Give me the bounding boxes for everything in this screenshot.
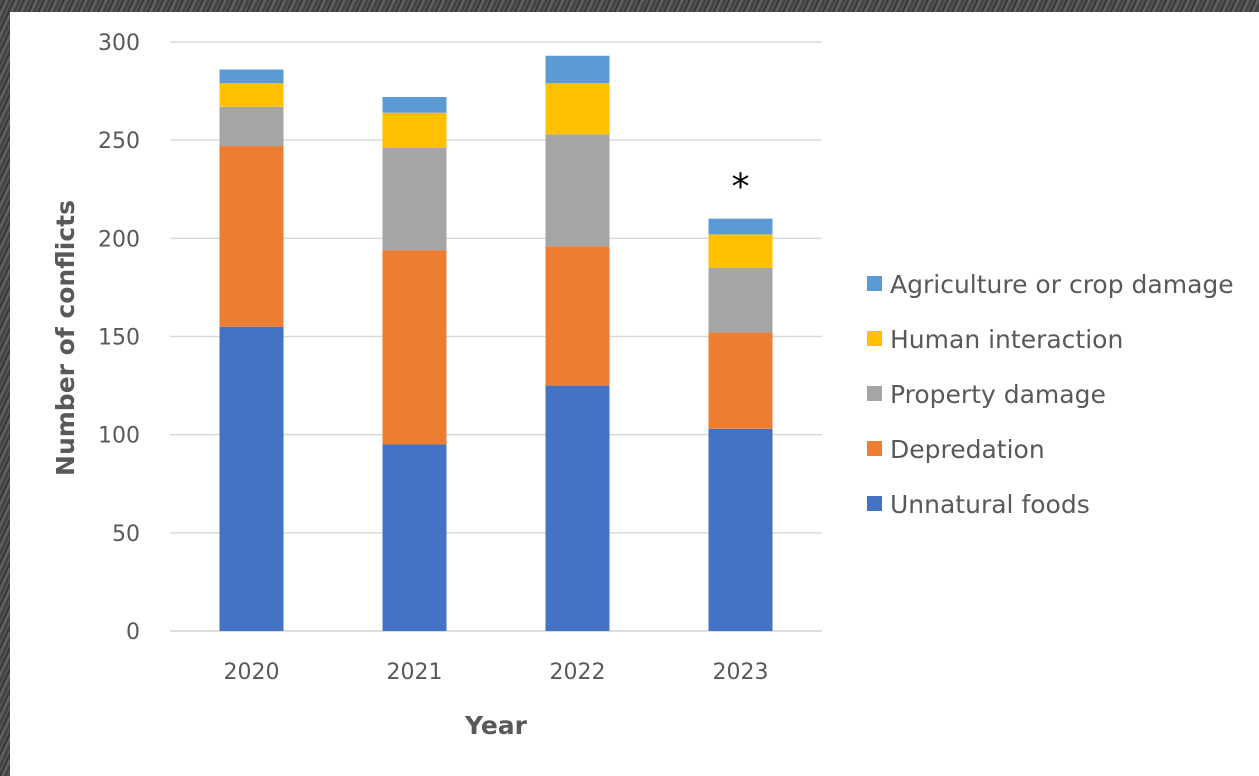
bar-segment-property-damage-2021	[382, 148, 447, 251]
bar-segment-property-damage-2023	[708, 267, 773, 333]
legend-swatch	[867, 276, 882, 291]
bar-segment-depredation-2022	[545, 246, 610, 386]
y-tick-label: 50	[112, 522, 140, 547]
bar-segment-depredation-2021	[382, 250, 447, 445]
bar-segment-agriculture-or-crop-damage-2021	[382, 96, 447, 113]
bar-segment-unnatural-foods-2023	[708, 428, 773, 631]
chart-panel: 0 50 100 150 200 250 300 2020 2021 2022 2023 Numb…	[10, 12, 1259, 776]
y-tick-label: 200	[98, 227, 140, 252]
bar-segment-human-interaction-2020	[219, 83, 284, 107]
bar-segment-agriculture-or-crop-damage-2022	[545, 55, 610, 84]
legend-label: Unnatural foods	[890, 490, 1090, 519]
y-tick-label: 100	[98, 424, 140, 449]
annotation-asterisk: *	[732, 167, 750, 208]
legend-swatch	[867, 496, 882, 511]
legend-swatch	[867, 386, 882, 401]
y-tick-label: 250	[98, 129, 140, 154]
bars	[219, 55, 773, 631]
y-tick-label: 300	[98, 31, 140, 56]
legend-label: Human interaction	[890, 325, 1123, 354]
legend: Agriculture or crop damage Human interact…	[867, 270, 1234, 519]
stacked-bar-chart: 0 50 100 150 200 250 300 2020 2021 2022 2023 Numb…	[51, 31, 1234, 740]
legend-swatch	[867, 331, 882, 346]
x-axis-ticks: 2020 2021 2022 2023	[224, 660, 769, 685]
bar-segment-property-damage-2020	[219, 106, 284, 147]
bar-segment-human-interaction-2023	[708, 234, 773, 268]
bar-segment-human-interaction-2022	[545, 83, 610, 135]
bar-segment-agriculture-or-crop-damage-2023	[708, 218, 773, 235]
x-tick-label: 2021	[387, 660, 443, 685]
bar-segment-unnatural-foods-2020	[219, 326, 284, 631]
x-tick-label: 2020	[224, 660, 280, 685]
bar-segment-human-interaction-2021	[382, 112, 447, 149]
bar-segment-depredation-2020	[219, 146, 284, 327]
y-tick-label: 150	[98, 326, 140, 351]
legend-label: Agriculture or crop damage	[890, 270, 1234, 299]
annotations: *	[732, 167, 750, 208]
bar-segment-depredation-2023	[708, 332, 773, 429]
bar-segment-agriculture-or-crop-damage-2020	[219, 69, 284, 84]
bar-segment-unnatural-foods-2021	[382, 444, 447, 631]
bar-segment-unnatural-foods-2022	[545, 385, 610, 631]
y-tick-label: 0	[126, 620, 140, 645]
y-axis-title: Number of conflicts	[51, 200, 80, 476]
legend-label: Property damage	[890, 380, 1106, 409]
legend-label: Depredation	[890, 435, 1045, 464]
x-tick-label: 2022	[550, 660, 606, 685]
y-axis-ticks: 0 50 100 150 200 250 300	[98, 31, 140, 645]
bar-segment-property-damage-2022	[545, 134, 610, 247]
x-axis-title: Year	[464, 711, 528, 740]
x-tick-label: 2023	[713, 660, 769, 685]
legend-swatch	[867, 441, 882, 456]
